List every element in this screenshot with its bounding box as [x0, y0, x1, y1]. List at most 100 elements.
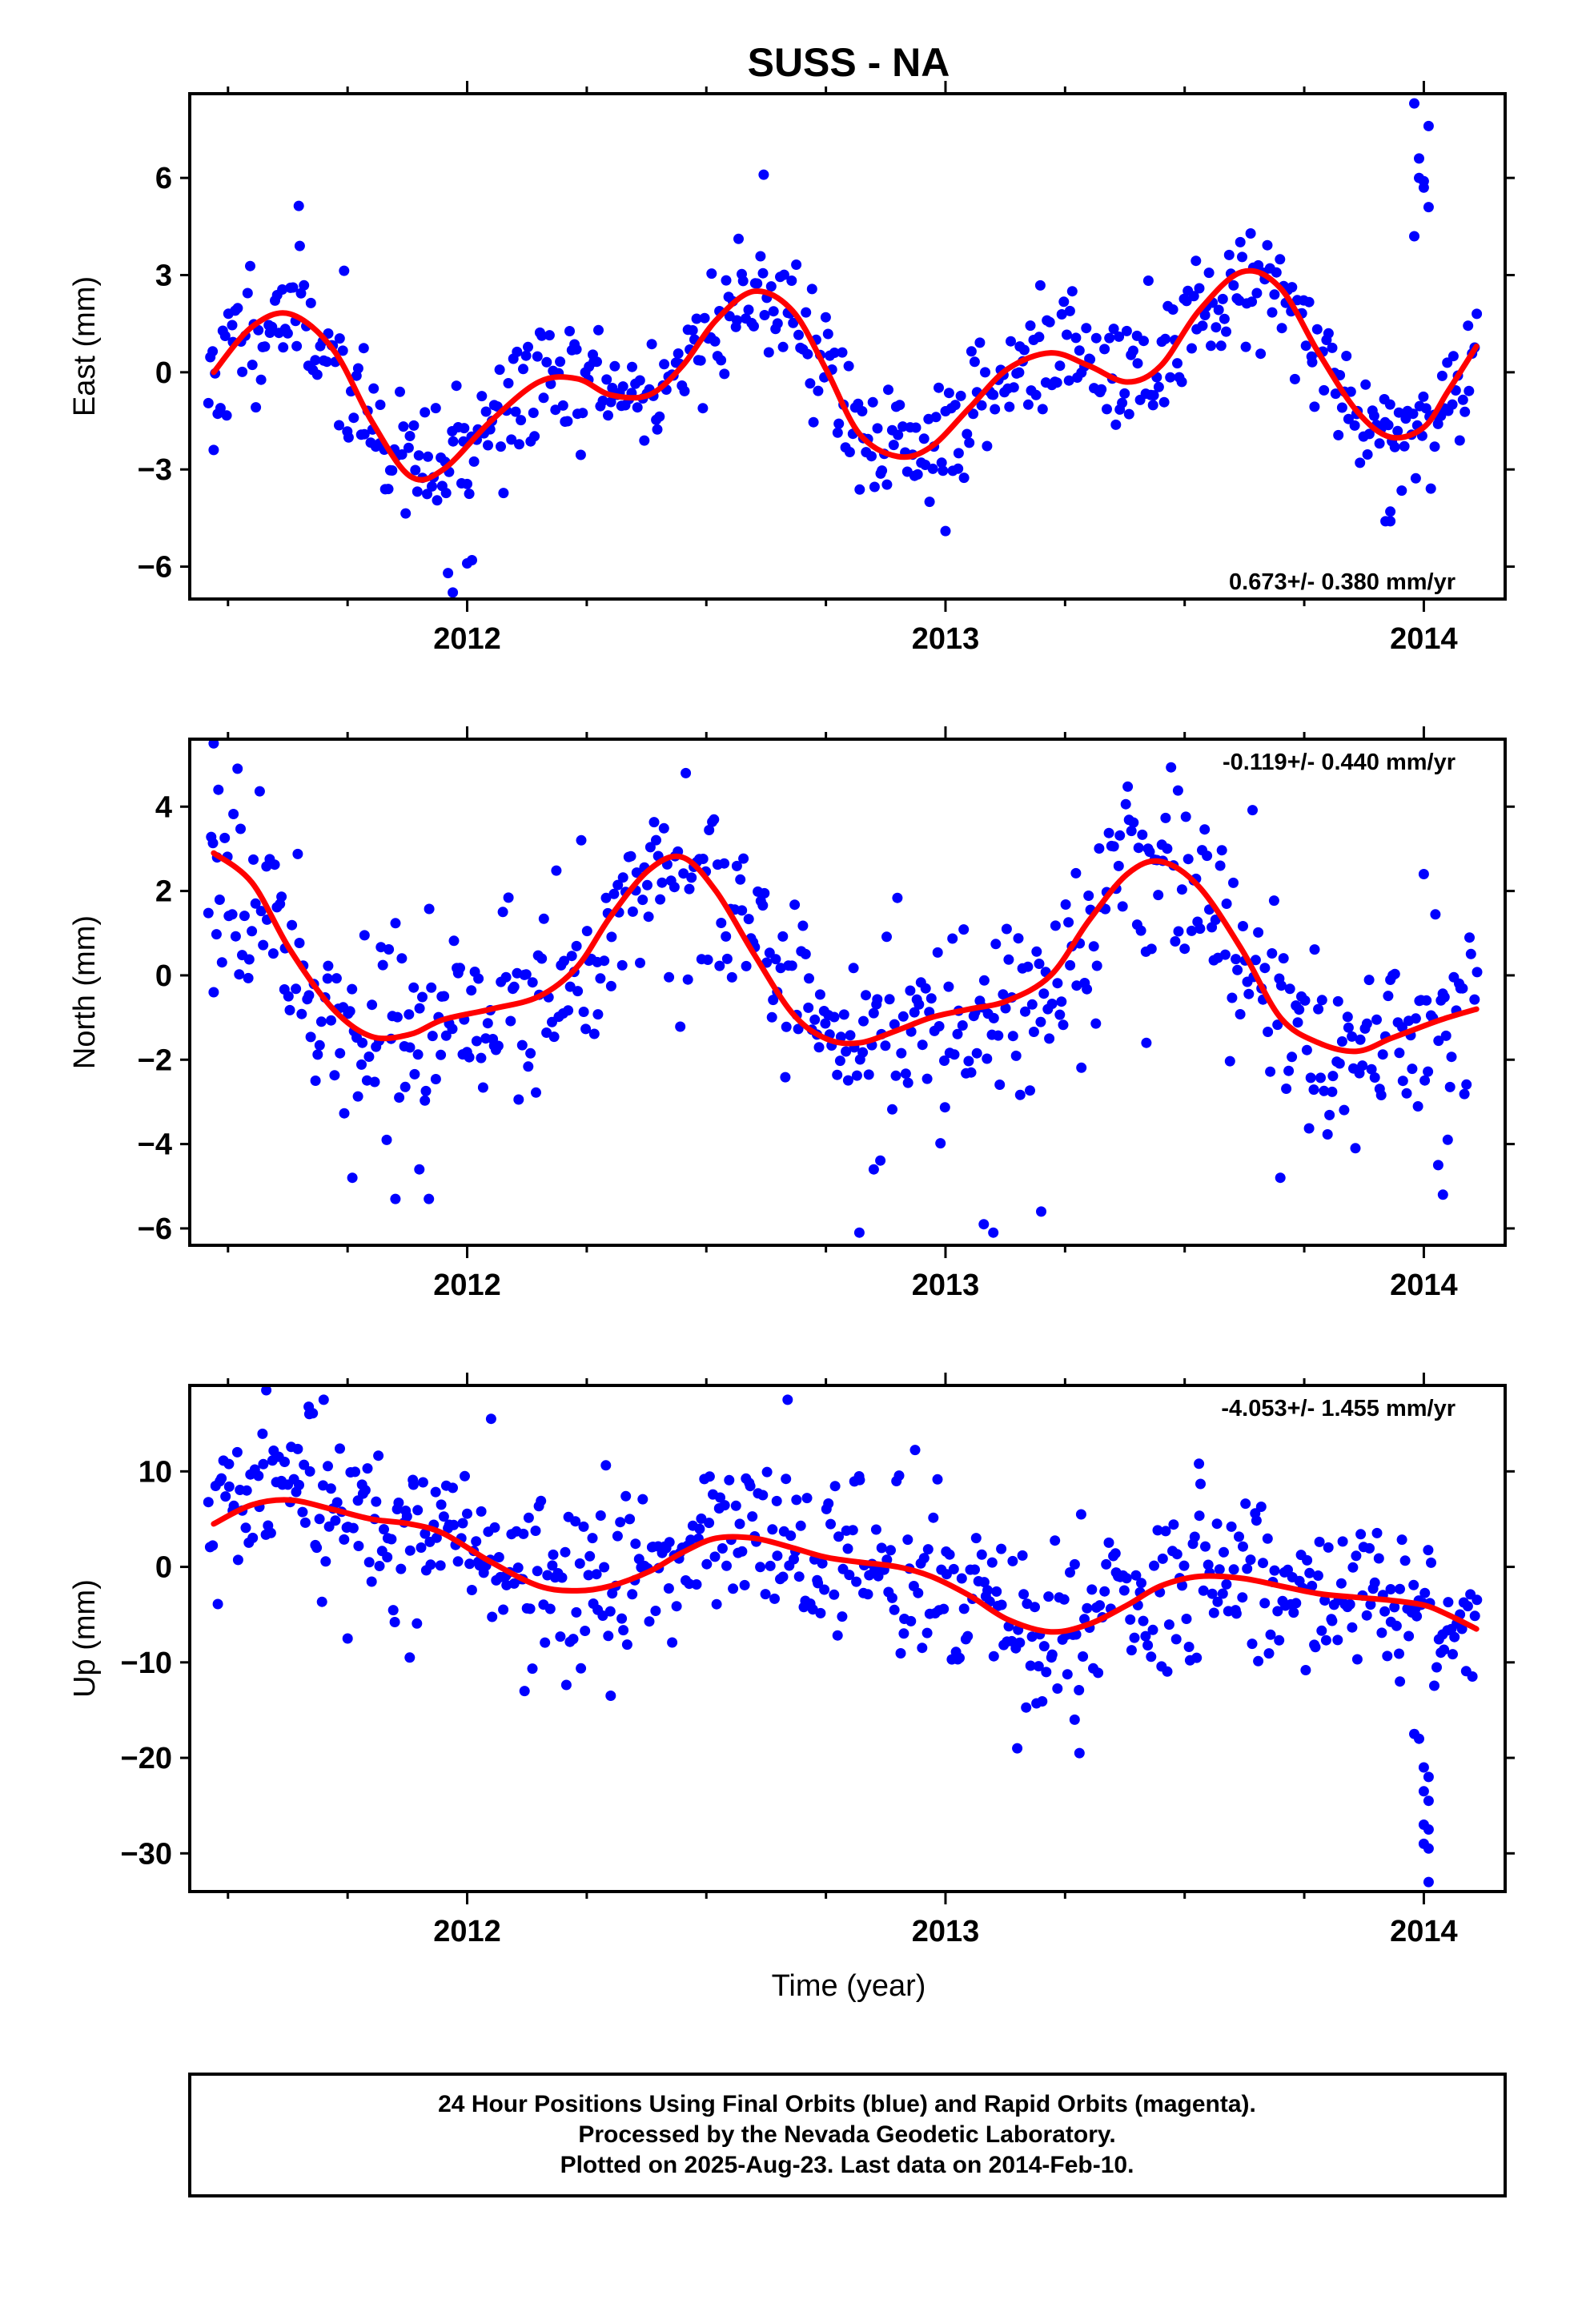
data-point — [1179, 943, 1191, 955]
data-point — [765, 1560, 776, 1571]
data-point — [862, 1589, 873, 1600]
data-point — [1355, 1034, 1366, 1045]
data-point — [721, 953, 733, 964]
data-point — [1423, 1545, 1434, 1556]
data-point — [605, 980, 616, 991]
data-point — [555, 1631, 566, 1642]
data-point — [1389, 441, 1400, 452]
data-point — [1070, 867, 1082, 879]
data-point — [1172, 358, 1182, 369]
data-point — [737, 275, 749, 287]
data-point — [954, 1652, 965, 1663]
data-point — [404, 1009, 415, 1020]
data-point — [905, 1026, 917, 1037]
data-point — [294, 938, 305, 948]
plot-frame — [188, 1384, 1507, 1893]
data-point — [615, 1517, 626, 1528]
data-point — [887, 1104, 897, 1115]
data-point — [294, 1479, 304, 1490]
data-point — [1066, 286, 1078, 297]
data-point — [1173, 926, 1184, 937]
data-point — [1319, 384, 1330, 396]
data-point — [1255, 348, 1267, 360]
data-point — [448, 1519, 460, 1530]
data-point — [519, 1686, 530, 1697]
data-point — [363, 1557, 375, 1568]
data-point — [786, 960, 797, 971]
data-point — [1037, 404, 1048, 415]
data-point — [738, 853, 749, 864]
data-point — [391, 1011, 403, 1023]
data-point — [468, 456, 480, 467]
data-point — [1198, 1585, 1209, 1596]
data-point — [1426, 1557, 1436, 1568]
data-point — [1258, 1558, 1268, 1569]
data-point — [704, 1518, 715, 1529]
data-point — [709, 1551, 721, 1562]
data-point — [625, 850, 636, 862]
data-point — [1397, 1022, 1407, 1033]
data-point — [1090, 332, 1102, 344]
data-point — [835, 1031, 846, 1043]
data-point — [325, 1483, 336, 1494]
data-point — [777, 341, 789, 352]
data-point — [459, 423, 470, 434]
data-point — [1462, 1601, 1473, 1612]
data-point — [400, 1081, 411, 1092]
data-point — [243, 972, 254, 983]
data-point — [1219, 949, 1231, 960]
data-point — [1130, 1570, 1142, 1581]
data-point — [398, 421, 409, 432]
data-point — [216, 957, 227, 968]
y-tick-label: −3 — [138, 453, 172, 487]
data-point — [523, 1061, 534, 1072]
data-point — [921, 1627, 933, 1638]
data-point — [932, 947, 943, 958]
data-point — [608, 888, 620, 899]
data-point — [1119, 388, 1130, 399]
y-tick-label: 0 — [155, 959, 172, 993]
data-point — [845, 1030, 856, 1041]
data-point — [1093, 1667, 1104, 1679]
data-point — [889, 1604, 900, 1615]
data-point — [1234, 1531, 1244, 1542]
data-point — [1030, 389, 1042, 400]
data-point — [420, 407, 431, 418]
data-point — [877, 465, 888, 476]
data-point — [1303, 1123, 1315, 1134]
data-point — [599, 1562, 610, 1573]
data-point — [976, 1549, 987, 1560]
data-point — [277, 284, 288, 295]
data-point — [1382, 1651, 1393, 1662]
data-point — [971, 1047, 982, 1059]
data-point — [379, 1524, 389, 1535]
data-point — [1274, 1634, 1285, 1646]
data-point — [464, 489, 475, 500]
data-point — [953, 463, 964, 474]
data-point — [564, 981, 576, 992]
data-point — [1343, 1022, 1354, 1033]
data-point — [255, 906, 267, 917]
data-point — [1287, 282, 1298, 293]
data-point — [637, 1494, 648, 1505]
data-point — [1414, 153, 1424, 164]
data-point — [1342, 1011, 1353, 1023]
data-point — [1303, 296, 1315, 308]
data-point — [964, 437, 975, 448]
data-point — [247, 360, 258, 371]
data-point — [609, 360, 620, 372]
data-point — [1423, 1843, 1434, 1854]
data-point — [416, 1542, 427, 1553]
data-point — [701, 1558, 713, 1570]
data-point — [1004, 401, 1015, 412]
data-point — [321, 356, 332, 368]
data-point — [1399, 1555, 1411, 1566]
data-point — [982, 1585, 993, 1596]
data-point — [643, 911, 654, 923]
data-point — [299, 1517, 311, 1528]
data-point — [1294, 1004, 1305, 1015]
data-point — [1401, 1088, 1412, 1099]
data-point — [1283, 1065, 1295, 1076]
data-point — [1207, 1588, 1218, 1599]
data-point — [716, 355, 727, 366]
